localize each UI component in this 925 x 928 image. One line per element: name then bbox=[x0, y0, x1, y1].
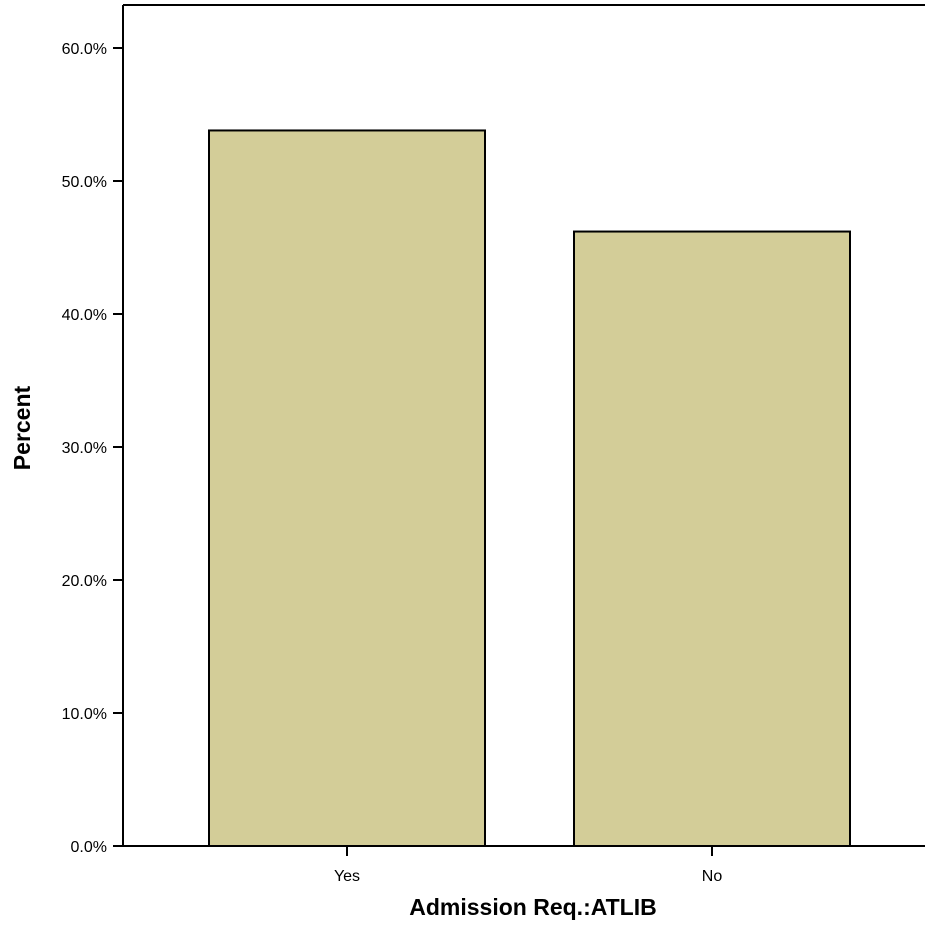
bar-yes bbox=[208, 129, 486, 847]
y-tick-label: 30.0% bbox=[62, 440, 107, 457]
y-tick-label: 20.0% bbox=[62, 573, 107, 590]
y-tick-label: 10.0% bbox=[62, 706, 107, 723]
x-tick-label-yes: Yes bbox=[334, 868, 360, 885]
y-axis-title: Percent bbox=[9, 385, 35, 470]
y-tick-label: 40.0% bbox=[62, 307, 107, 324]
y-tick-label: 0.0% bbox=[71, 839, 107, 856]
x-axis-title: Admission Req.:ATLIB bbox=[409, 894, 656, 920]
x-axis: Yes No bbox=[334, 846, 722, 885]
x-tick-label-no: No bbox=[702, 868, 723, 885]
bars-group bbox=[208, 129, 851, 848]
y-tick-label: 50.0% bbox=[62, 174, 107, 191]
bar-no bbox=[573, 230, 851, 848]
y-tick-label: 60.0% bbox=[62, 41, 107, 58]
y-axis: 0.0% 10.0% 20.0% 30.0% 40.0% 50.0% 60.0% bbox=[62, 41, 123, 856]
